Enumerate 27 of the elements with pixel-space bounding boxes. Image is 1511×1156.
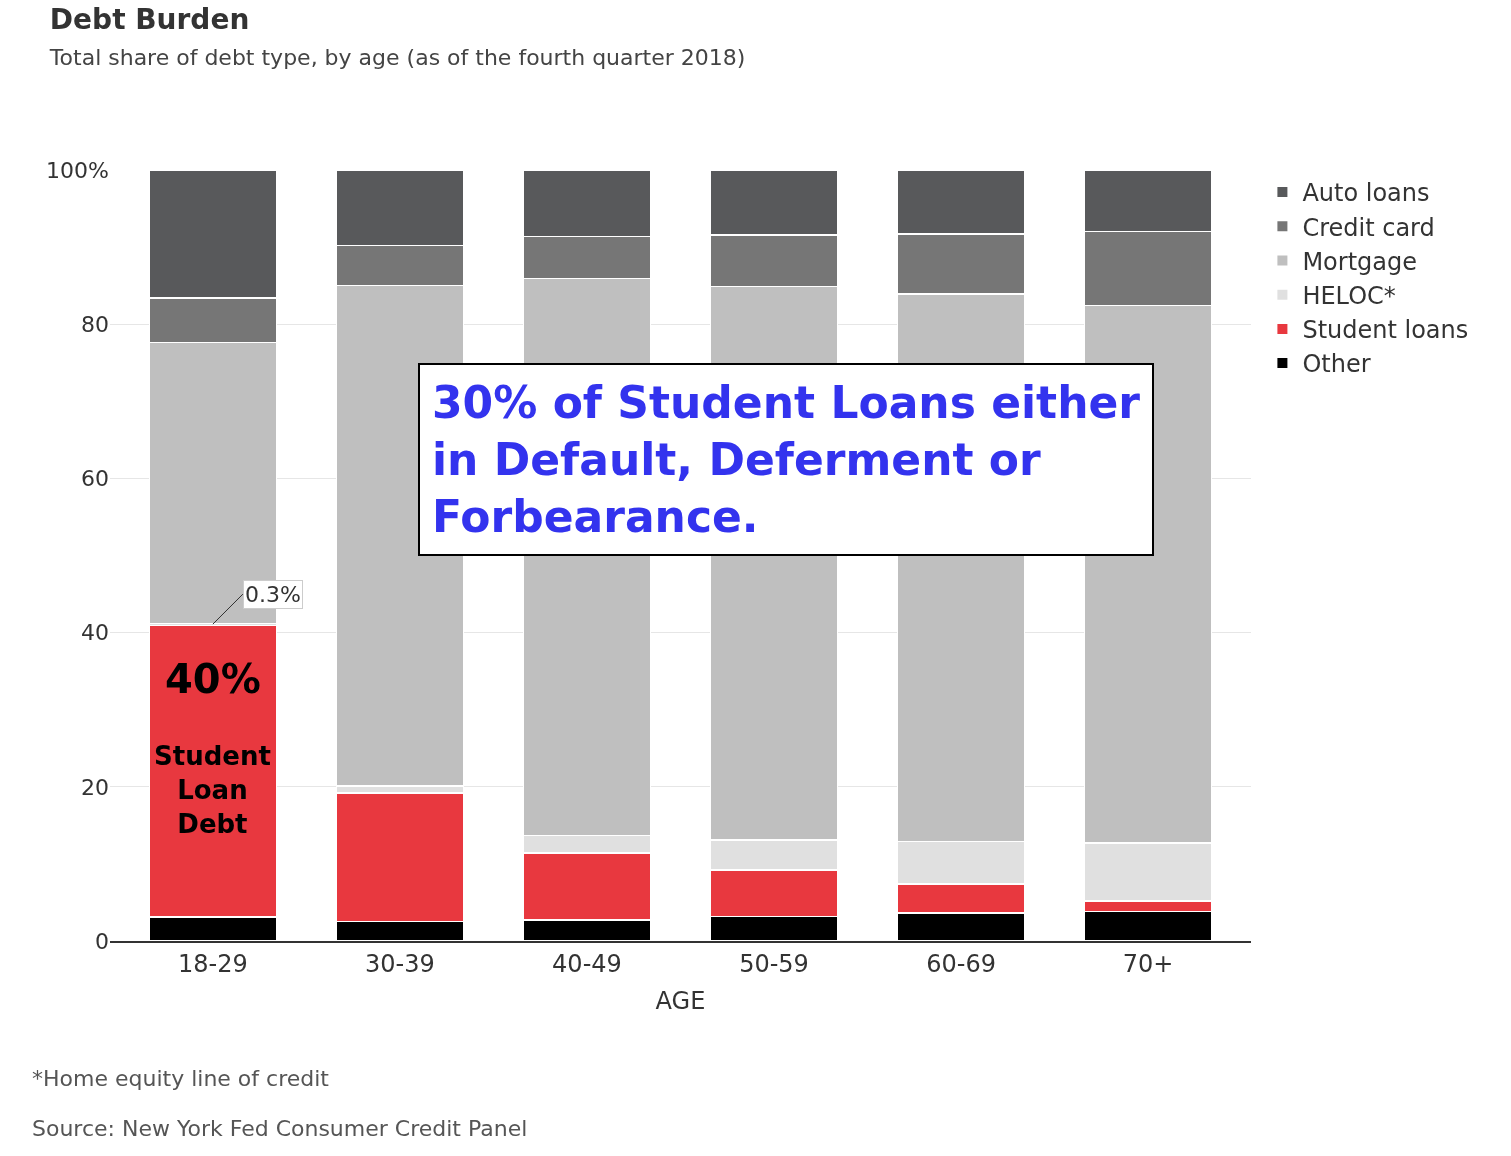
legend-label: HELOC* <box>1302 282 1396 311</box>
x-tick-label: 40-49 <box>552 949 622 978</box>
x-tick-label: 18-29 <box>178 949 248 978</box>
legend-label: Other <box>1302 350 1371 379</box>
y-tick-label: 0 <box>95 928 109 954</box>
annotation: Student Loan Debt <box>154 741 271 839</box>
y-tick-label: 80 <box>81 311 109 337</box>
x-axis-title: AGE <box>655 986 706 1015</box>
y-tick-label: 100% <box>46 157 109 183</box>
annotation: 30% of Student Loans either in Default, Deferment or Forbearance. <box>432 377 1141 543</box>
x-tick-label: 70+ <box>1122 949 1174 978</box>
annotation: 40% <box>165 656 261 702</box>
source-note: Source: New York Fed Consumer Credit Panel <box>32 1116 528 1141</box>
x-tick-label: 30-39 <box>365 949 435 978</box>
y-tick-label: 60 <box>81 466 109 492</box>
chart-title: Debt Burden <box>49 2 250 36</box>
legend-label: Student loans <box>1302 316 1469 345</box>
text: *Home equity line of credit <box>32 1066 330 1091</box>
x-tick-label: 60-69 <box>926 949 996 978</box>
legend-label: Mortgage <box>1302 247 1418 276</box>
legend-label: Auto loans <box>1302 179 1430 208</box>
annotation: 0.3% <box>245 582 301 607</box>
chart-subtitle: Total share of debt type, by age (as of the fourth quarter 2018) <box>48 45 746 71</box>
legend-label: Credit card <box>1302 213 1435 242</box>
x-tick-label: 50-59 <box>739 949 809 978</box>
y-tick-label: 20 <box>81 774 109 800</box>
y-tick-label: 40 <box>81 620 109 646</box>
